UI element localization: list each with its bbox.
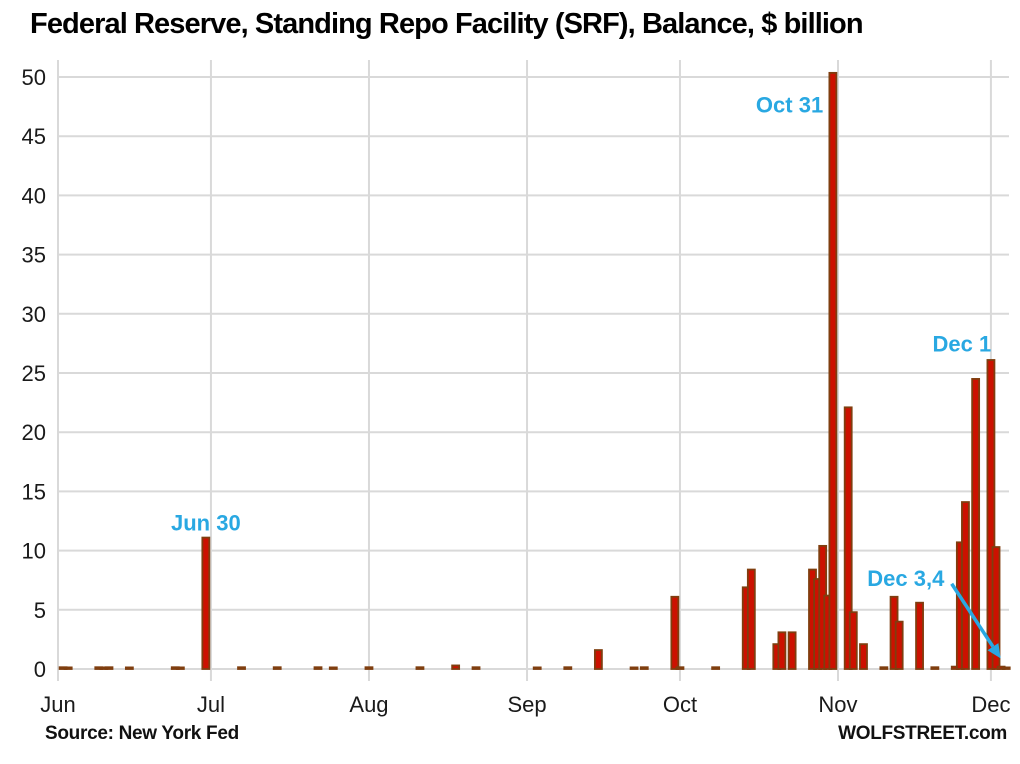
bar (894, 620, 904, 670)
bar (961, 501, 970, 670)
bar (124, 666, 134, 670)
annotation-label: Jun 30 (171, 510, 241, 535)
bar (675, 666, 685, 670)
x-month-label: Oct (663, 692, 697, 717)
bar (915, 601, 924, 670)
bar (711, 666, 721, 670)
annotation-arrow (950, 582, 995, 648)
bar (777, 631, 787, 670)
x-month-label: Dec (971, 692, 1010, 717)
bar (451, 664, 461, 670)
x-month-label: Jul (197, 692, 225, 717)
bar (787, 631, 797, 670)
bar (201, 536, 211, 670)
x-month-label: Nov (818, 692, 857, 717)
y-tick-label: 25 (22, 361, 46, 386)
chart-title: Federal Reserve, Standing Repo Facility … (30, 8, 864, 40)
annotation-arrowhead (987, 643, 1001, 659)
bar (175, 666, 185, 670)
bar (313, 666, 323, 670)
y-tick-label: 10 (22, 539, 46, 564)
source-credit: Source: New York Fed (45, 723, 239, 744)
bar (670, 595, 680, 670)
bar (563, 666, 573, 670)
bar (746, 568, 756, 670)
bar (593, 649, 603, 670)
y-tick-label: 15 (22, 479, 46, 504)
bar (328, 666, 338, 670)
bar (272, 666, 282, 670)
bar (639, 666, 649, 670)
bar (930, 666, 940, 670)
annotation-label: Oct 31 (756, 93, 823, 118)
bar (986, 359, 996, 670)
y-tick-label: 5 (34, 598, 46, 623)
annotation-label: Dec 3,4 (867, 566, 945, 591)
bar (879, 666, 889, 670)
brand-wolfstreet: WOLFSTREET.com (838, 723, 1007, 744)
y-tick-label: 0 (34, 657, 46, 682)
bar (971, 378, 981, 670)
bar (848, 611, 858, 670)
x-month-label: Sep (507, 692, 546, 717)
x-month-label: Jun (40, 692, 75, 717)
bar (532, 666, 542, 670)
bar (471, 666, 481, 670)
y-tick-label: 40 (22, 183, 46, 208)
bar (1001, 666, 1011, 670)
annotation-label: Dec 1 (933, 332, 992, 357)
y-tick-label: 20 (22, 420, 46, 445)
bar (415, 666, 425, 670)
y-tick-label: 45 (22, 124, 46, 149)
y-tick-label: 35 (22, 243, 46, 268)
bar (859, 643, 868, 670)
y-tick-label: 50 (22, 65, 46, 90)
bar (991, 546, 1001, 670)
bar (237, 666, 246, 670)
x-month-label: Aug (349, 692, 388, 717)
bar (629, 666, 639, 670)
bar (843, 406, 853, 670)
bar (104, 666, 114, 670)
bar (364, 666, 374, 670)
bar (828, 71, 838, 670)
y-tick-label: 30 (22, 302, 46, 327)
bar (63, 666, 73, 670)
